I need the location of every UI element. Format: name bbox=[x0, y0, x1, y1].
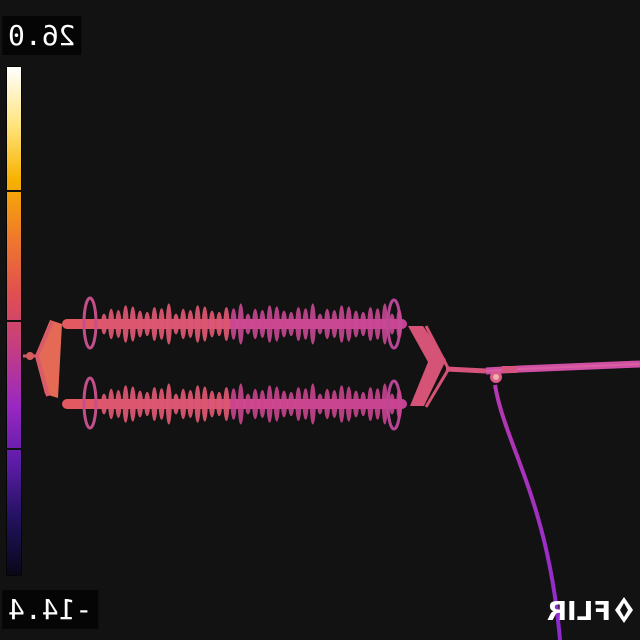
insulator-fin bbox=[223, 387, 230, 421]
insulator-fin bbox=[165, 383, 172, 425]
insulator-fin bbox=[353, 310, 359, 338]
top-insulator-string bbox=[62, 296, 407, 350]
insulator-fin bbox=[302, 388, 309, 420]
insulator-fin bbox=[309, 383, 316, 425]
insulator-fin bbox=[259, 310, 266, 338]
insulator-fin bbox=[273, 386, 280, 422]
insulator-fin bbox=[158, 308, 165, 340]
insulator-fin bbox=[396, 308, 403, 340]
drop-cable bbox=[493, 384, 562, 640]
insulator-fin bbox=[288, 391, 295, 417]
insulator-fin bbox=[273, 306, 280, 342]
insulator-fin bbox=[173, 313, 179, 335]
insulator-fin bbox=[389, 393, 395, 415]
insulator-fin bbox=[223, 307, 230, 341]
insulator-fin bbox=[144, 391, 151, 417]
insulator-fin bbox=[115, 390, 122, 418]
min-temperature-readout: -14.4 bbox=[2, 590, 99, 629]
insulator-fin bbox=[381, 303, 388, 345]
insulator-fin bbox=[194, 385, 201, 423]
insulator-fin bbox=[108, 388, 115, 420]
insulator-fin bbox=[309, 303, 316, 345]
insulator-fin bbox=[389, 313, 395, 335]
insulator-fin bbox=[180, 388, 187, 420]
insulator-fin bbox=[281, 390, 287, 418]
insulator-fin bbox=[209, 310, 215, 338]
insulator-fin bbox=[216, 311, 223, 337]
insulator-fin bbox=[101, 393, 107, 415]
insulator-fin bbox=[360, 391, 367, 417]
insulator-fin bbox=[338, 305, 345, 343]
insulator-fin bbox=[331, 310, 338, 338]
insulator-fin bbox=[245, 393, 251, 415]
insulator-fin bbox=[252, 388, 259, 420]
insulator-fin bbox=[295, 387, 302, 421]
insulator-fin bbox=[201, 386, 208, 422]
insulator-fin bbox=[101, 313, 107, 335]
insulator-fin bbox=[367, 307, 374, 341]
insulator-fin bbox=[345, 306, 352, 342]
insulator-fin bbox=[187, 390, 194, 418]
insulator-fin bbox=[122, 305, 129, 343]
insulator-fin bbox=[367, 387, 374, 421]
insulator-fin bbox=[252, 308, 259, 340]
insulator-fin bbox=[230, 388, 237, 420]
insulator-fin bbox=[151, 307, 158, 341]
insulator-fin bbox=[381, 383, 388, 425]
right-yoke bbox=[408, 325, 487, 408]
insulator-fin bbox=[317, 393, 323, 415]
insulator-fin bbox=[137, 310, 143, 338]
color-scale-tick bbox=[6, 448, 22, 450]
insulator-fin bbox=[216, 391, 223, 417]
insulator-fin bbox=[360, 311, 367, 337]
insulator-fin bbox=[158, 388, 165, 420]
insulator-fin bbox=[187, 310, 194, 338]
insulator-fin bbox=[129, 386, 136, 422]
conductor-line bbox=[485, 360, 640, 383]
insulator-fin bbox=[108, 308, 115, 340]
insulator-fin bbox=[144, 311, 151, 337]
insulator-fin bbox=[331, 390, 338, 418]
insulator-fin bbox=[288, 311, 295, 337]
color-scale-tick bbox=[6, 190, 22, 192]
insulator-fin bbox=[137, 390, 143, 418]
insulator-fin bbox=[353, 390, 359, 418]
insulator-fin bbox=[295, 307, 302, 341]
insulator-fin bbox=[129, 306, 136, 342]
insulator-fin bbox=[374, 308, 381, 340]
bottom-insulator-string bbox=[62, 376, 407, 431]
insulator-fin bbox=[302, 308, 309, 340]
insulator-fin bbox=[317, 313, 323, 335]
insulator-fin bbox=[345, 386, 352, 422]
insulator-fin bbox=[151, 387, 158, 421]
insulator-fin bbox=[230, 308, 237, 340]
insulator-fin bbox=[374, 388, 381, 420]
insulator-fin bbox=[259, 390, 266, 418]
insulator-fin bbox=[194, 305, 201, 343]
insulator-fin bbox=[180, 308, 187, 340]
insulator-fin bbox=[237, 383, 244, 425]
insulator-fin bbox=[266, 305, 273, 343]
insulator-fin bbox=[324, 308, 331, 340]
insulator-fin bbox=[173, 393, 179, 415]
insulator-fin bbox=[266, 385, 273, 423]
insulator-fin bbox=[324, 388, 331, 420]
color-scale-tick bbox=[6, 320, 22, 322]
insulator-fin bbox=[396, 388, 403, 420]
flir-logo-text: FLIR bbox=[547, 597, 611, 626]
left-yoke bbox=[23, 320, 62, 398]
insulator-fin bbox=[281, 310, 287, 338]
insulator-fin bbox=[237, 303, 244, 345]
insulator-fin bbox=[338, 385, 345, 423]
insulator-fin bbox=[115, 310, 122, 338]
max-temperature-readout: 26.0 bbox=[2, 16, 82, 55]
insulator-fin bbox=[201, 306, 208, 342]
insulator-fin bbox=[209, 390, 215, 418]
flir-logo: FLIR bbox=[547, 597, 633, 626]
insulator-fin bbox=[122, 385, 129, 423]
insulator-fin bbox=[165, 303, 172, 345]
insulator-fin bbox=[245, 313, 251, 335]
